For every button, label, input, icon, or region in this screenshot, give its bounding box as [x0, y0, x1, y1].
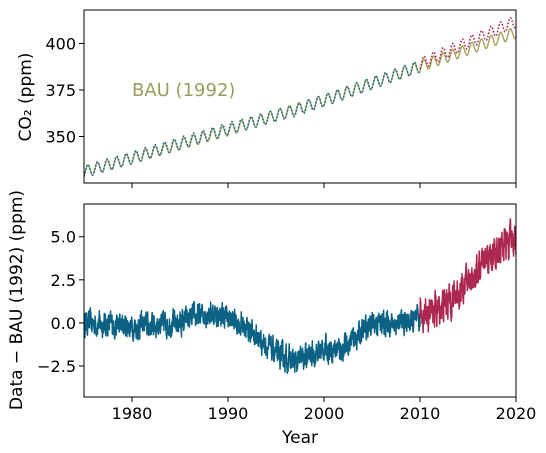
residual-x-ticks: 1980 1990 2000 2010 2020	[112, 397, 537, 423]
co2-panel-frame	[83, 9, 517, 184]
residual-y-tick-label: 5.0	[51, 228, 76, 247]
co2-series-line-2	[419, 16, 516, 70]
residual-series-layer	[84, 218, 516, 375]
co2-panel: 350 375 400 BAU (1992) CO₂ (ppm)	[16, 9, 517, 188]
co2-series-line-0	[84, 28, 516, 177]
residual-y-tick-label: 2.5	[51, 271, 76, 290]
co2-y-tick-label: 400	[45, 34, 76, 53]
co2-series-layer	[84, 16, 516, 177]
co2-y-axis-label: CO₂ (ppm)	[16, 53, 36, 142]
residual-y-tick-label: −2.5	[37, 357, 76, 376]
residual-x-tick-label: 1980	[112, 404, 153, 423]
co2-y-tick-label: 350	[45, 127, 76, 146]
residual-panel-frame	[83, 203, 517, 398]
residual-y-tick-label: 0.0	[51, 314, 76, 333]
co2-series-line-1	[84, 61, 421, 177]
residual-x-tick-label: 1990	[208, 404, 249, 423]
residual-series-line-0	[84, 300, 421, 375]
residual-x-tick-label: 2010	[400, 404, 441, 423]
residual-x-tick-label: 2000	[304, 404, 345, 423]
residual-series-line-1	[419, 218, 516, 334]
co2-y-tick-label: 375	[45, 81, 76, 100]
bau-annotation: BAU (1992)	[132, 80, 235, 101]
residual-panel: −2.50.02.55.0 1980 1990 2000 2010 2020 Year …	[7, 190, 536, 448]
residual-y-axis-label: Data − BAU (1992) (ppm)	[7, 190, 27, 410]
x-axis-label: Year	[281, 428, 318, 448]
co2-y-ticks: 350 375 400	[45, 34, 84, 146]
residual-y-ticks: −2.5 0.0 2.5 5.0	[37, 228, 84, 376]
co2-x-ticks	[131, 183, 517, 188]
residual-x-tick-label: 2020	[496, 404, 537, 423]
